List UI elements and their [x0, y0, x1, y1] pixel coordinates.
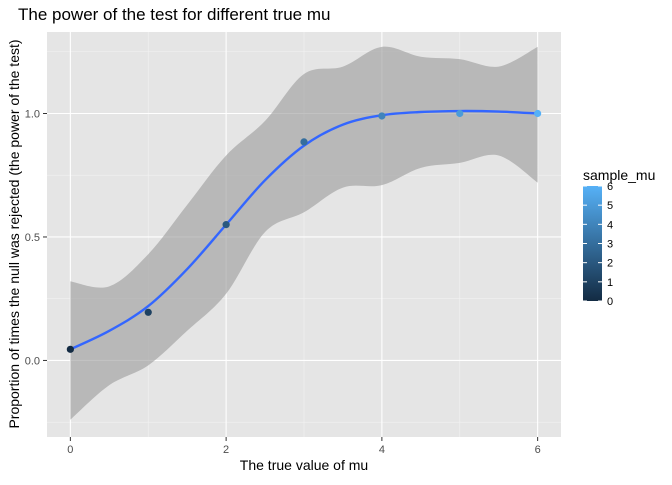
x-tick-label: 2: [223, 444, 229, 456]
x-tick-label: 6: [535, 444, 541, 456]
legend-label: 4: [607, 219, 613, 231]
x-tick-label: 4: [379, 444, 385, 456]
x-tick-label: 0: [67, 444, 73, 456]
legend-label: 1: [607, 277, 613, 289]
x-axis-ticks: 0 2 4 6: [67, 437, 541, 456]
legend-label: 6: [607, 181, 613, 193]
legend-title: sample_mu: [583, 167, 655, 183]
y-tick-label: 0.0: [25, 355, 40, 367]
data-point: [222, 221, 230, 229]
data-point: [144, 308, 152, 316]
y-axis-title: Proportion of times the null was rejecte…: [6, 39, 22, 428]
legend-label: 0: [607, 296, 613, 308]
data-point: [456, 109, 464, 118]
data-point: [378, 112, 386, 120]
x-axis-title: The true value of mu: [240, 457, 368, 473]
data-point: [534, 109, 542, 118]
confidence-ribbon: [70, 46, 538, 420]
data-point: [66, 345, 74, 353]
color-legend: sample_mu 6 5 4 3 2 1 0: [583, 167, 655, 308]
data-points: [66, 109, 542, 353]
legend-label: 3: [607, 239, 613, 251]
legend-label: 2: [607, 258, 613, 270]
y-tick-label: 0.5: [25, 232, 40, 244]
y-axis-ticks: 0.0 0.5 1.0: [25, 108, 47, 367]
data-point: [300, 138, 308, 146]
legend-label: 5: [607, 200, 613, 212]
y-tick-label: 1.0: [25, 108, 40, 120]
legend-colorbar: [583, 186, 602, 301]
legend-ticks: 6 5 4 3 2 1 0: [583, 181, 613, 308]
chart-title: The power of the test for different true…: [18, 5, 330, 24]
